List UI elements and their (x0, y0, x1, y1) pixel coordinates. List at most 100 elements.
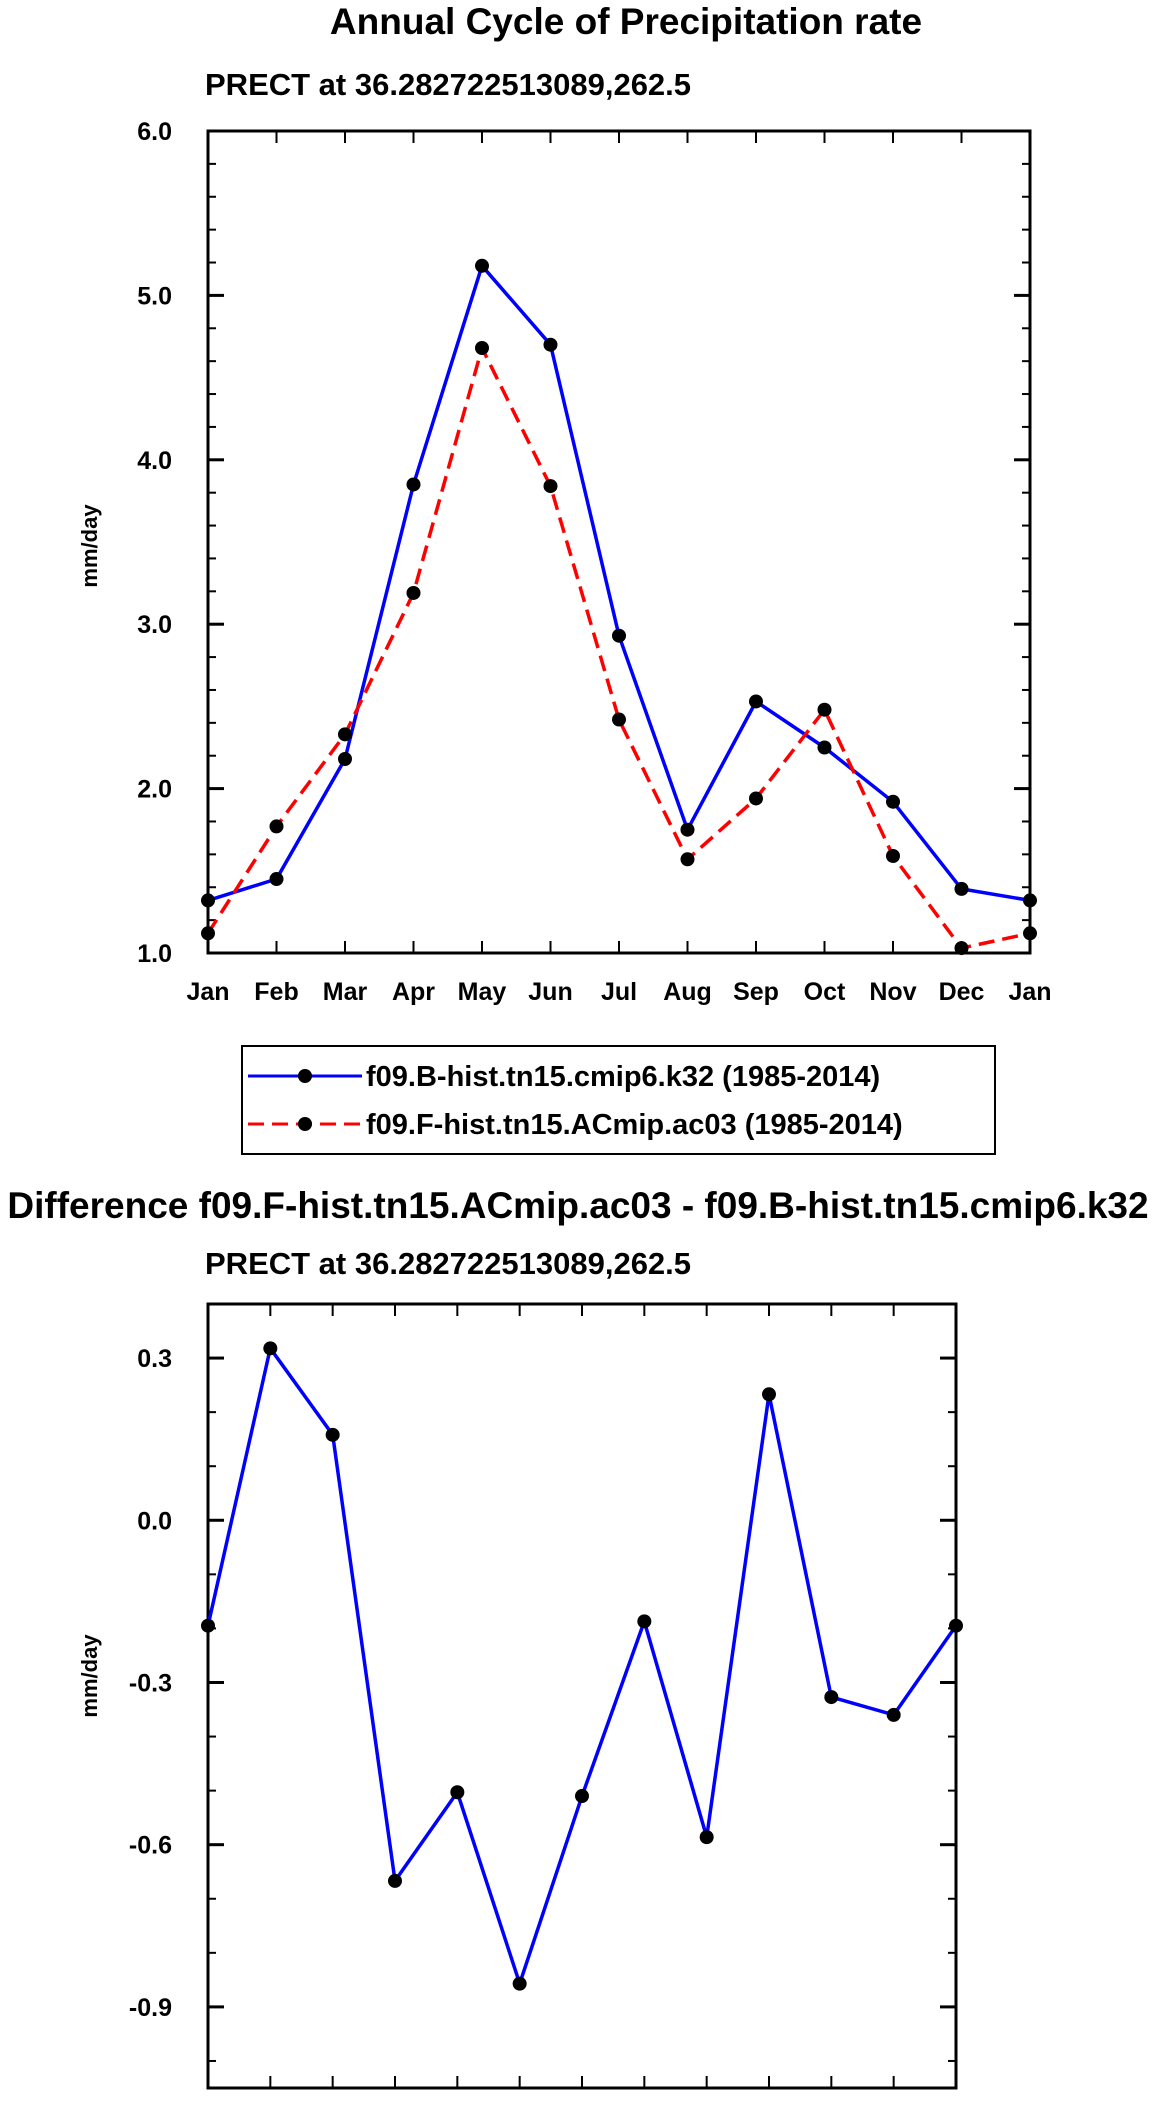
chart1-x-tick-label: Oct (804, 978, 846, 1006)
chart1-series-0-point (954, 881, 969, 896)
chart1-series-0-point (749, 694, 763, 709)
chart1-subtitle: PRECT at 36.282722513089,262.5 (205, 67, 691, 102)
legend-label-blue: f09.B-hist.tn15.cmip6.k32 (1985-2014) (366, 1061, 880, 1093)
chart1-y-tick-label: 2.0 (137, 776, 172, 804)
legend-marker-blue (298, 1069, 312, 1083)
chart2-series-0-point (762, 1387, 776, 1402)
chart1-series-0-point (201, 893, 215, 908)
chart1-series-1-point (749, 791, 763, 806)
chart1-series-0-point (1023, 893, 1037, 908)
chart2-x-tick-label: Jul (564, 2113, 600, 2116)
chart2-plot-frame (206, 1302, 958, 2090)
chart2-y-tick-label: 0.3 (137, 1345, 172, 1373)
chart1-x-tick-label: Sep (733, 978, 779, 1006)
chart1-y-tick-label: 3.0 (137, 611, 172, 639)
chart2-series-line-0 (206, 1346, 958, 1986)
chart1-y-axis-label: mm/day (77, 504, 102, 588)
chart1-x-tick-label: Jun (528, 978, 572, 1006)
chart2-x-tick-label: Feb (248, 2113, 292, 2116)
chart2-x-tick-label: May (433, 2113, 482, 2116)
chart1-series-1-point (269, 819, 284, 834)
chart1-title: Annual Cycle of Precipitation rate (330, 1, 922, 42)
chart2-x-tick-label: Jun (497, 2113, 541, 2116)
chart1-series-1-point (475, 341, 489, 356)
chart1-legend: f09.B-hist.tn15.cmip6.k32 (1985-2014) f0… (241, 1045, 996, 1155)
chart1-series-1-point (817, 702, 832, 717)
chart2-x-tick-label: Mar (310, 2113, 355, 2116)
chart1-y-tick-label: 1.0 (137, 940, 172, 968)
chart1-x-tick-label: Nov (869, 978, 916, 1006)
chart2-x-tick-label: Jan (186, 2113, 229, 2116)
chart1-series-1-point (543, 479, 558, 494)
chart2-series-0-point (575, 1789, 589, 1804)
chart1-axes: Jan Feb Mar Apr May Jun Jul Aug Sep Oct Nov Dec Jan 1… (137, 118, 1051, 1006)
chart2-series-0-point (263, 1341, 278, 1356)
chart2-x-tick-label: Apr (373, 2113, 416, 2116)
chart1-series-0-point (269, 872, 284, 887)
chart1-series-line-1 (206, 346, 1031, 950)
chart2-series-0-point (325, 1427, 340, 1442)
annual-cycle-chart: Annual Cycle of Precipitation rate PRECT… (77, 1, 1052, 1155)
chart2-x-tick-label: Nov (808, 2113, 855, 2116)
chart2-series-0-point (699, 1830, 714, 1845)
chart2-y-axis-label: mm/day (77, 1634, 102, 1718)
chart1-series-0-point (406, 477, 421, 492)
chart1-series-0-point (886, 794, 900, 809)
chart1-series-0-point (475, 258, 489, 273)
chart1-series-0-point (817, 740, 832, 755)
chart1-y-tick-label: 6.0 (137, 118, 172, 146)
chart2-series-0-point (824, 1690, 839, 1705)
chart2-y-tick-label: -0.3 (129, 1669, 172, 1697)
chart1-x-tick-label: Apr (392, 978, 435, 1006)
chart1-plot-frame (206, 129, 1032, 955)
chart1-series-0-point (543, 337, 558, 352)
chart1-x-tick-label: Dec (939, 978, 985, 1006)
chart2-series-0-point (388, 1873, 402, 1888)
chart1-y-tick-label: 4.0 (137, 447, 172, 475)
chart2-y-tick-label: -0.9 (129, 1994, 172, 2022)
chart2-axes: Jan Feb Mar Apr May Jun Jul Aug Sep Oct Nov Dec Jan -… (129, 1303, 978, 2116)
chart1-x-tick-label: Feb (254, 978, 298, 1006)
chart2-x-tick-label: Oct (748, 2113, 790, 2116)
chart2-x-tick-label: Aug (620, 2113, 669, 2116)
difference-chart: Difference f09.F-hist.tn15.ACmip.ac03 - … (7, 1185, 1148, 2116)
chart1-series-1-point (1023, 926, 1037, 941)
chart2-y-tick-label: -0.6 (129, 1832, 172, 1860)
chart1-series-1-point (612, 712, 626, 727)
chart2-series (201, 1341, 963, 1991)
chart1-x-tick-label: Jan (1008, 978, 1051, 1006)
chart1-series-1-point (338, 727, 352, 742)
chart1-x-tick-label: Jul (601, 978, 637, 1006)
chart1-series-1-point (406, 585, 421, 600)
chart1-series-1-point (954, 941, 969, 956)
chart1-y-tick-label: 5.0 (137, 282, 172, 310)
chart1-series-line-0 (207, 264, 1031, 903)
chart2-x-tick-label: Sep (684, 2113, 730, 2116)
legend-box (241, 1045, 996, 1155)
chart1-series-0-point (680, 822, 695, 837)
chart2-x-tick-label: Dec (871, 2113, 917, 2116)
chart1-series-1-point (680, 852, 695, 867)
chart1-x-tick-label: Jan (186, 978, 229, 1006)
chart2-series-0-point (201, 1618, 215, 1633)
chart1-series-0-point (338, 752, 352, 767)
chart2-series-0-point (450, 1785, 465, 1800)
chart1-series-0-point (612, 628, 626, 643)
chart1-series-1-point (201, 926, 215, 941)
chart2-y-tick-label: 0.0 (137, 1507, 172, 1535)
chart1-series-1-point (886, 849, 900, 864)
chart2-series-0-point (637, 1614, 652, 1629)
chart2-series-0-point (886, 1707, 901, 1722)
legend-marker-red (298, 1117, 312, 1131)
chart1-x-tick-label: Aug (663, 978, 712, 1006)
chart2-x-tick-label: Jan (934, 2113, 977, 2116)
chart2-subtitle: PRECT at 36.282722513089,262.5 (205, 1246, 691, 1281)
chart2-title: Difference f09.F-hist.tn15.ACmip.ac03 - … (7, 1185, 1148, 1226)
legend-label-red: f09.F-hist.tn15.ACmip.ac03 (1985-2014) (366, 1109, 903, 1141)
chart1-series (201, 258, 1037, 956)
chart1-x-tick-label: May (458, 978, 507, 1006)
chart2-series-0-point (512, 1976, 527, 1991)
chart2-series-0-point (949, 1618, 963, 1633)
chart1-x-tick-label: Mar (323, 978, 368, 1006)
